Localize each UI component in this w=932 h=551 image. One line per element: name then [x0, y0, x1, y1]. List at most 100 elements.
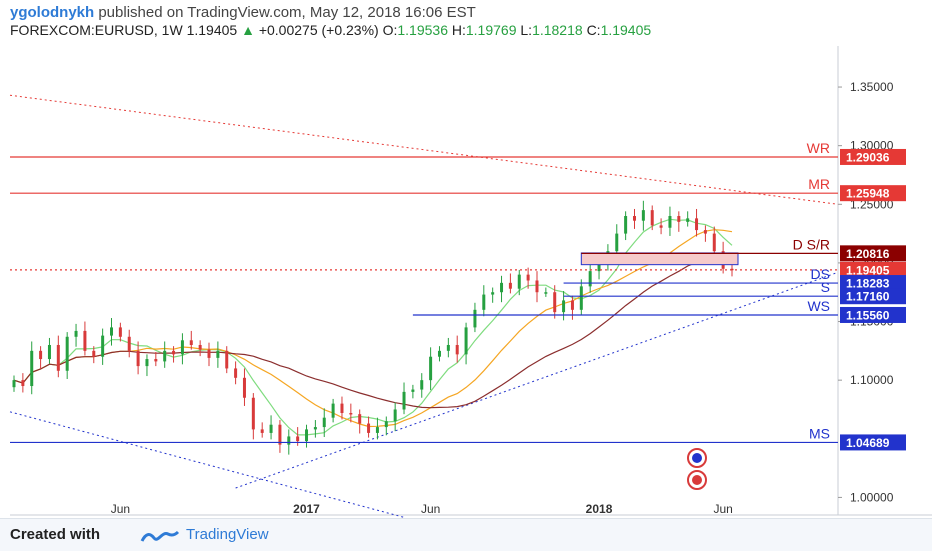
- candle-body: [172, 350, 176, 355]
- chart-header: ygolodnykh published on TradingView.com,…: [0, 0, 932, 44]
- price-tag-label: 1.25948: [846, 187, 890, 201]
- eu-flag-icon: [692, 453, 702, 463]
- candle-body: [384, 421, 388, 428]
- candle-body: [260, 429, 264, 433]
- y-tick-label: 1.00000: [850, 490, 894, 504]
- candle-body: [198, 344, 202, 350]
- level-name: WS: [807, 298, 830, 314]
- candle-body: [30, 350, 34, 387]
- candle-body: [234, 368, 238, 378]
- candle-body: [83, 330, 87, 351]
- candle-body: [429, 356, 433, 381]
- candle-body: [101, 335, 105, 357]
- candle-body: [47, 344, 51, 360]
- candle-body: [402, 391, 406, 410]
- tradingview-brand-link[interactable]: TradingView: [186, 526, 269, 543]
- candle-body: [251, 397, 255, 430]
- candle-body: [278, 424, 282, 445]
- candle-body: [74, 330, 78, 337]
- ma-green-line: [13, 218, 733, 436]
- lower-channel-line: [9, 411, 405, 518]
- candle-body: [446, 344, 450, 351]
- x-tick-label: 2017: [293, 502, 320, 516]
- candle-body: [455, 344, 459, 355]
- uptrend-support-line: [235, 271, 839, 489]
- candle-body: [56, 344, 60, 371]
- candle-body: [650, 210, 654, 226]
- price-tag-label: 1.15560: [846, 308, 890, 322]
- y-tick-label: 1.35000: [850, 80, 894, 94]
- low-label: L:: [520, 22, 533, 38]
- ma-brown-line: [13, 255, 733, 409]
- candle-body: [21, 380, 25, 387]
- tradingview-logo-icon: [140, 530, 180, 542]
- level-name: D S/R: [793, 236, 830, 252]
- us-flag-icon: [692, 475, 702, 485]
- candle-body: [641, 210, 645, 221]
- price-tag: [840, 148, 906, 165]
- candle-body: [570, 300, 574, 310]
- candle-body: [322, 417, 326, 428]
- price-tag-label: 1.17160: [846, 290, 890, 304]
- x-tick-label: Jun: [421, 502, 440, 516]
- candle-body: [579, 286, 583, 310]
- candle-body: [712, 233, 716, 252]
- author-name[interactable]: ygolodnykh: [10, 4, 95, 21]
- candle-body: [500, 282, 504, 293]
- candle-body: [189, 340, 193, 345]
- candle-body: [615, 233, 619, 252]
- candle-body: [349, 412, 353, 415]
- symbol-info: FOREXCOM:EURUSD, 1W 1.19405 ▲ +0.00275 (…: [10, 22, 651, 38]
- candle-body: [588, 271, 592, 287]
- candle-body: [242, 377, 246, 398]
- footer-bar: Created with TradingView: [0, 518, 932, 551]
- level-name: MR: [808, 176, 830, 192]
- candle-body: [562, 300, 566, 313]
- candle-body: [110, 327, 114, 336]
- candle-body: [65, 336, 69, 371]
- created-with-label: Created with: [10, 526, 101, 543]
- candle-body: [136, 350, 140, 367]
- candle-body: [118, 327, 122, 337]
- candle-body: [287, 436, 291, 445]
- candle-body: [207, 349, 211, 358]
- price-tag: [840, 261, 906, 278]
- candle-body: [553, 292, 557, 313]
- candle-body: [624, 216, 628, 234]
- candle-body: [375, 427, 379, 433]
- downtrend-resistance-line: [9, 94, 839, 205]
- x-tick-label: 2018: [586, 502, 613, 516]
- candle-body: [39, 350, 43, 360]
- price-tag-label: 1.18283: [846, 277, 890, 291]
- low-value: 1.18218: [532, 22, 583, 38]
- candle-body: [526, 274, 530, 281]
- candle-body: [535, 280, 539, 293]
- candle-body: [544, 292, 548, 294]
- candle-body: [296, 436, 300, 442]
- candle-body: [313, 427, 317, 430]
- candle-body: [597, 260, 601, 272]
- candle-body: [659, 225, 663, 228]
- candle-body: [703, 230, 707, 234]
- candle-body: [180, 340, 184, 355]
- candle-body: [340, 403, 344, 413]
- candle-body: [92, 350, 96, 357]
- price-tag: [840, 245, 906, 262]
- candle-body: [367, 423, 371, 433]
- candle-body: [668, 216, 672, 228]
- close-label: C:: [586, 22, 601, 38]
- close-value: 1.19405: [600, 22, 652, 38]
- x-tick-label: Jun: [713, 502, 732, 516]
- candle-body: [686, 218, 690, 222]
- candle-body: [473, 309, 477, 328]
- price-chart[interactable]: 1.000001.100001.150001.200001.250001.300…: [0, 0, 932, 518]
- candle-body: [695, 218, 699, 231]
- candle-body: [305, 429, 309, 442]
- price-tag-label: 1.20816: [846, 247, 890, 261]
- open-label: O:: [382, 22, 398, 38]
- x-tick-label: Jun: [111, 502, 130, 516]
- candle-body: [358, 414, 362, 424]
- price-tag: [840, 306, 906, 323]
- price-tag-label: 1.29036: [846, 150, 890, 164]
- publish-info: ygolodnykh published on TradingView.com,…: [10, 4, 476, 21]
